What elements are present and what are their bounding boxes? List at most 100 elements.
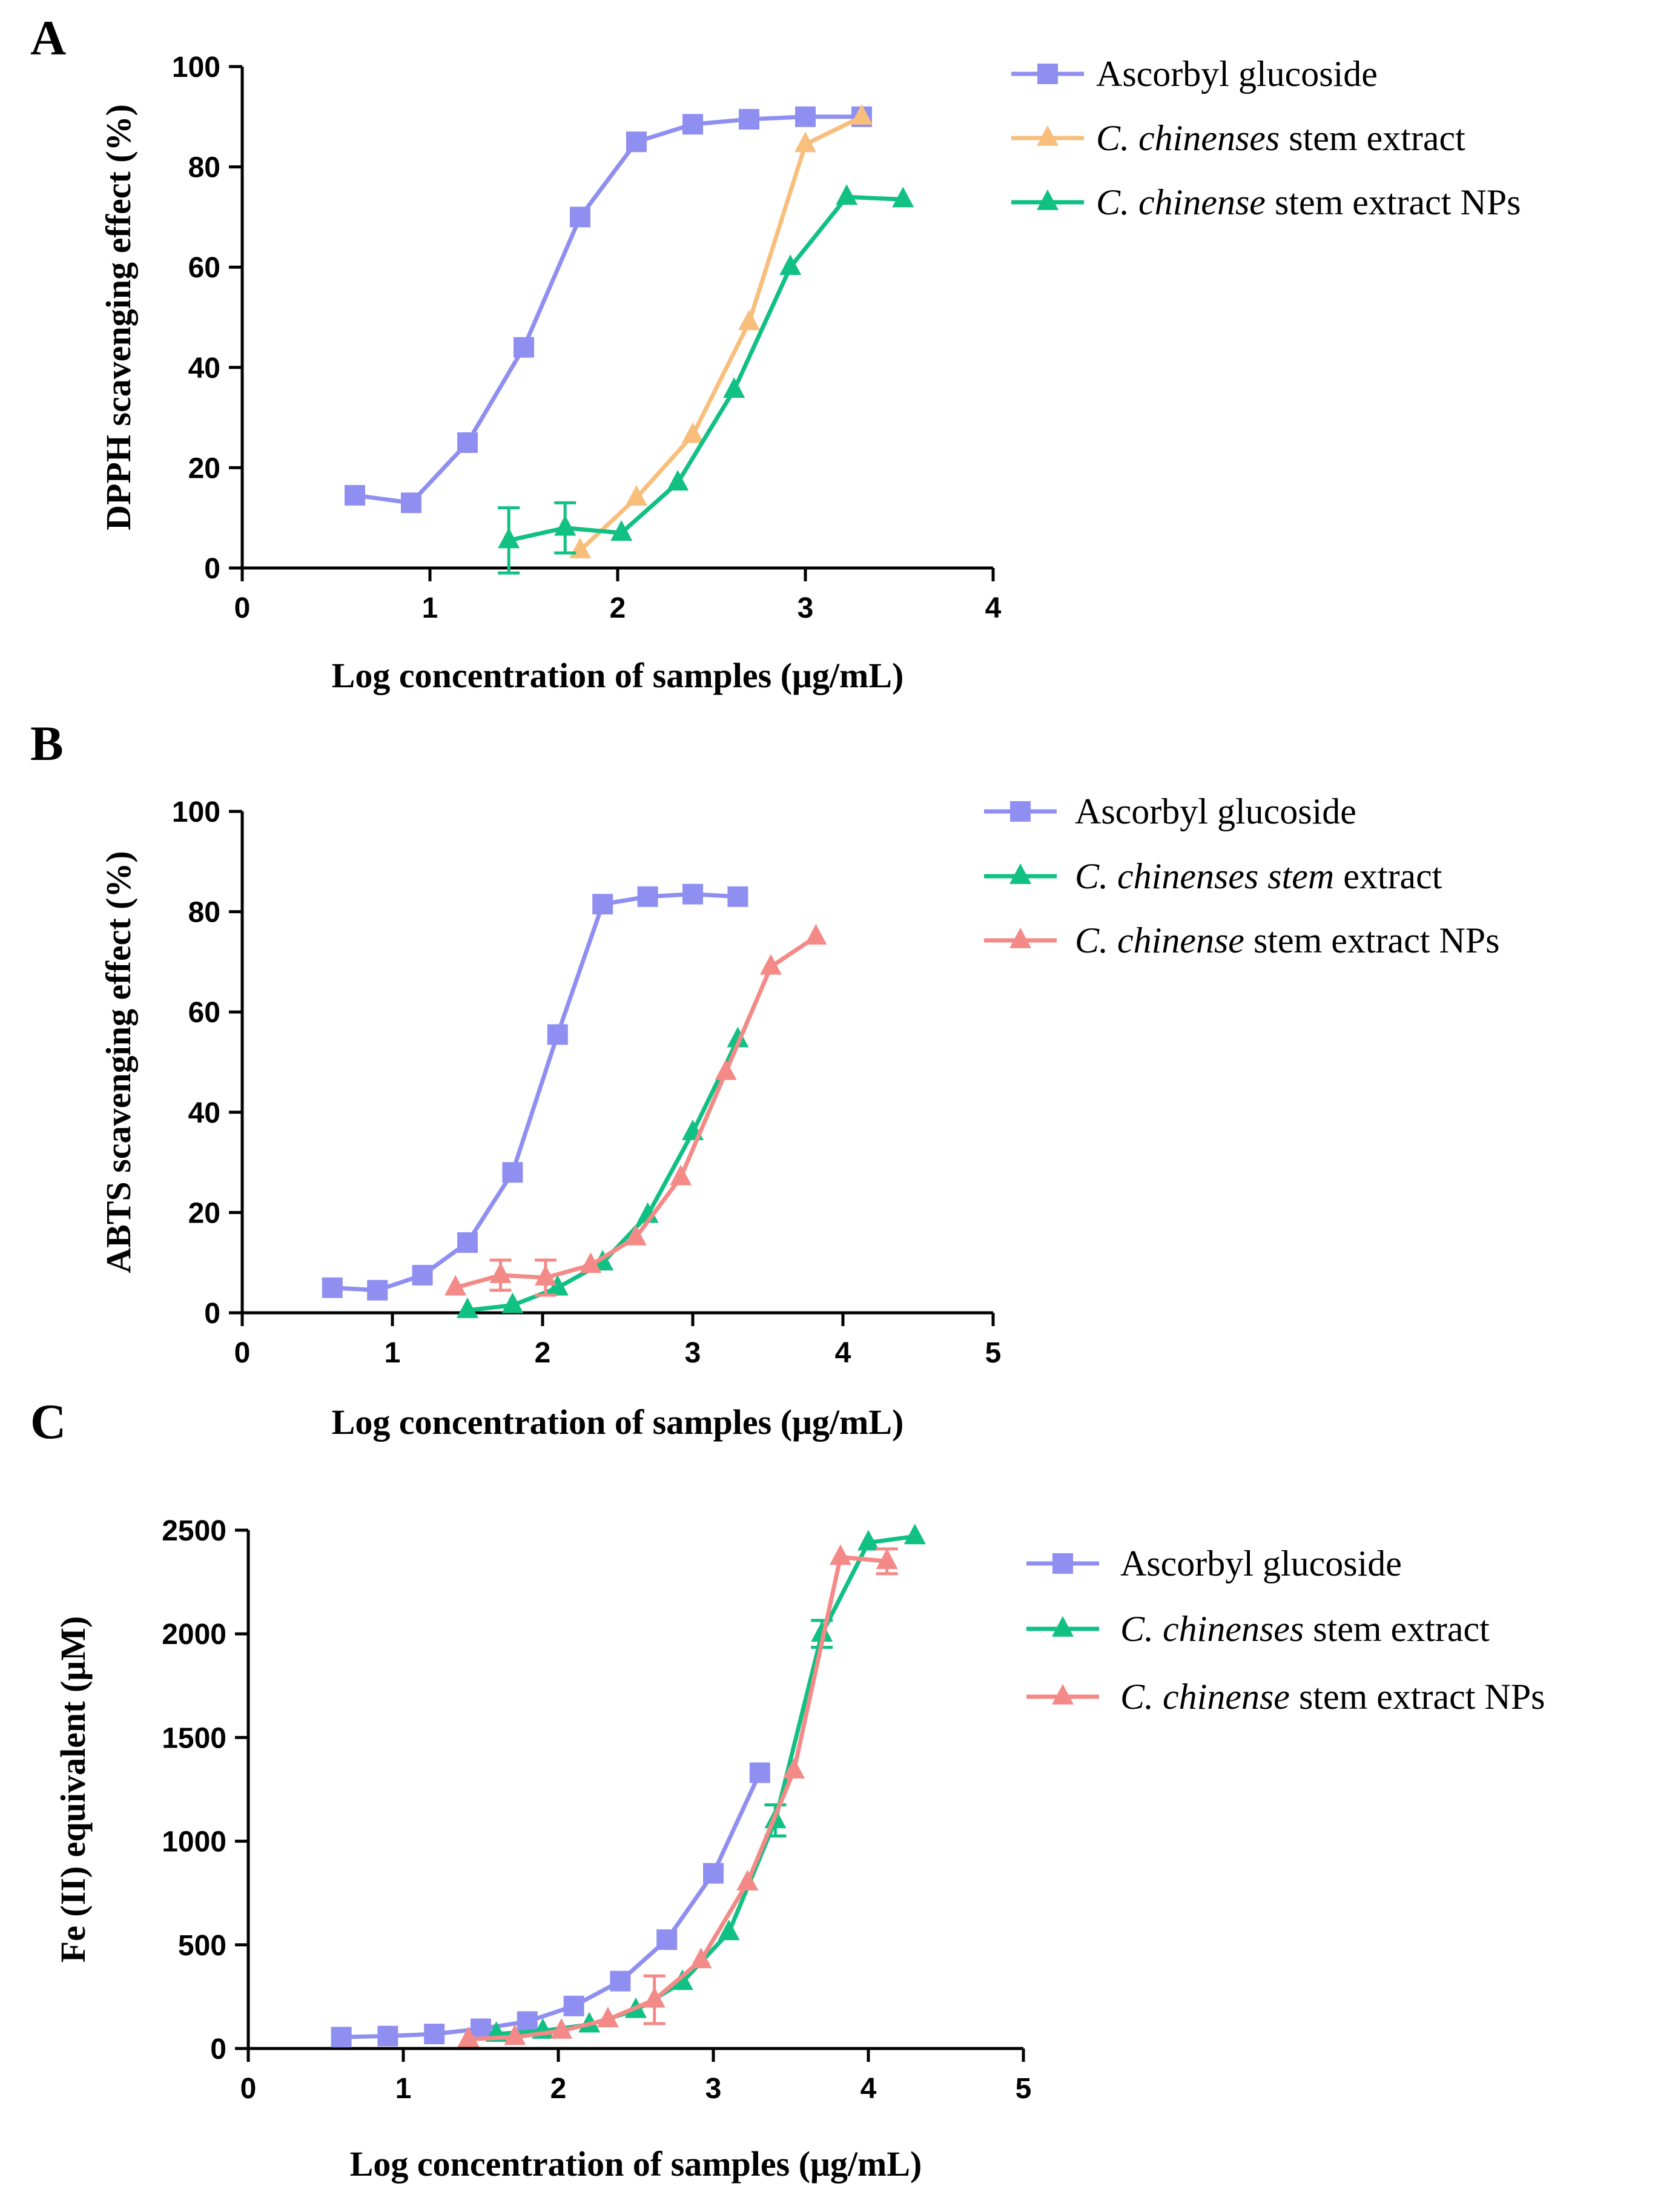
data-point: [504, 2024, 526, 2045]
data-point: [736, 1870, 759, 1890]
data-point: [811, 1621, 833, 1642]
data-point: [517, 2011, 538, 2032]
data-point: [718, 1920, 740, 1941]
legend-marker: [1037, 189, 1059, 210]
legend-label: Ascorbyl glucoside: [1096, 54, 1378, 94]
legend-marker: [1009, 863, 1031, 884]
data-point: [670, 1164, 692, 1186]
legend-item: C. chinense stem extract NPs: [984, 920, 1500, 960]
data-point: [457, 1297, 478, 1318]
data-point: [554, 515, 576, 536]
data-point: [656, 1929, 678, 1950]
series-1: [322, 883, 748, 1301]
data-point: [610, 1970, 631, 1992]
data-point: [345, 484, 365, 506]
data-point: [498, 527, 520, 549]
data-point: [424, 2024, 445, 2045]
y-tick-label: 0: [204, 553, 220, 585]
data-point: [377, 2025, 398, 2047]
legend-label-part: C. chinense: [1096, 182, 1266, 222]
x-tick-label: 4: [985, 592, 1002, 624]
legend-label-part: stem extract: [1304, 1609, 1490, 1649]
legend-marker: [1009, 927, 1031, 948]
x-tick-label: 1: [395, 2073, 412, 2105]
data-point: [794, 131, 816, 153]
data-point: [727, 1026, 749, 1048]
data-point: [570, 206, 590, 228]
data-point: [759, 954, 782, 975]
legend-marker: [1010, 801, 1031, 822]
y-axis-title: Fe (II) equivalent (μM): [53, 1616, 93, 1963]
legend-item: C. chinenses stem extract: [1026, 1609, 1490, 1649]
legend-label: C. chinenses stem extract: [1096, 118, 1465, 158]
legend-item: C. chinenses stem extract: [1011, 118, 1465, 158]
x-tick-label: 2: [550, 2073, 567, 2105]
data-point: [857, 1530, 879, 1551]
legend-label-part: C. chinenses stem: [1075, 856, 1334, 896]
legend-label-part: C. chinenses: [1120, 1609, 1304, 1649]
data-point: [322, 1277, 343, 1298]
data-point: [624, 1224, 647, 1246]
series-line: [341, 1772, 762, 2039]
chart-panel-b: B 0 1 2 3 4 5 0 20 40 60 80 100 Log concentration of …: [30, 716, 1500, 1442]
legend-label: C. chinense stem extract NPs: [1075, 920, 1500, 960]
data-point: [331, 2027, 352, 2048]
x-axis-title: Log concentration of samples (μg/mL): [350, 2144, 922, 2184]
data-point: [626, 131, 647, 153]
panel-letter: B: [30, 716, 64, 771]
data-point: [903, 1524, 926, 1545]
legend-item: C. chinenses stem extract: [984, 856, 1442, 896]
series-1: [331, 1762, 770, 2048]
series-line: [354, 114, 862, 505]
legend-label-part: C. chinenses: [1096, 118, 1280, 158]
x-axis-title: Log concentration of samples (μg/mL): [332, 1402, 904, 1442]
series-2: [569, 104, 873, 558]
x-axis-title: Log concentration of samples (μg/mL): [332, 656, 904, 695]
data-point: [550, 2018, 573, 2039]
legend-label-part: stem extract NPs: [1266, 182, 1521, 222]
x-tick-label: 3: [685, 1337, 701, 1369]
data-point: [727, 886, 748, 907]
data-point: [892, 187, 914, 208]
y-tick-label: 500: [178, 1930, 226, 1962]
data-point: [805, 923, 827, 945]
y-tick-label: 80: [188, 897, 220, 929]
x-tick-label: 5: [985, 1337, 1002, 1369]
data-point: [502, 1162, 523, 1183]
data-point: [501, 1292, 524, 1313]
y-tick-label: 60: [188, 997, 220, 1029]
x-tick-label: 3: [705, 2073, 722, 2105]
legend-label-part: Ascorbyl glucoside: [1096, 54, 1378, 94]
data-point: [682, 883, 703, 905]
data-point: [592, 894, 613, 915]
series-line: [578, 114, 863, 552]
x-tick-label: 0: [234, 1337, 251, 1369]
data-point: [783, 1758, 805, 1779]
legend-marker: [1052, 1553, 1073, 1574]
y-tick-label: 100: [172, 51, 220, 84]
data-point: [779, 254, 802, 276]
data-point: [534, 1264, 557, 1286]
y-axis-title: DPPH scavenging effect (%): [99, 104, 138, 530]
series-1: [345, 106, 872, 513]
legend-label: Ascorbyl glucoside: [1075, 791, 1356, 831]
legend-marker: [1037, 125, 1059, 146]
legend-item: Ascorbyl glucoside: [984, 791, 1356, 831]
data-point: [851, 104, 873, 125]
y-axis-title: ABTS scavenging effect (%): [99, 851, 138, 1273]
y-tick-label: 2000: [162, 1619, 226, 1651]
y-tick-label: 60: [188, 252, 220, 284]
data-point: [749, 1762, 770, 1783]
data-point: [457, 432, 478, 453]
series-line: [508, 194, 903, 543]
legend-label-part: C. chinense: [1120, 1677, 1290, 1717]
y-tick-label: 1500: [162, 1722, 226, 1754]
legend-marker: [1052, 1616, 1074, 1637]
data-point: [514, 337, 534, 358]
panel-letter: A: [30, 10, 66, 65]
legend-item: Ascorbyl glucoside: [1011, 54, 1378, 94]
data-point: [489, 1262, 512, 1283]
data-point: [682, 422, 704, 443]
